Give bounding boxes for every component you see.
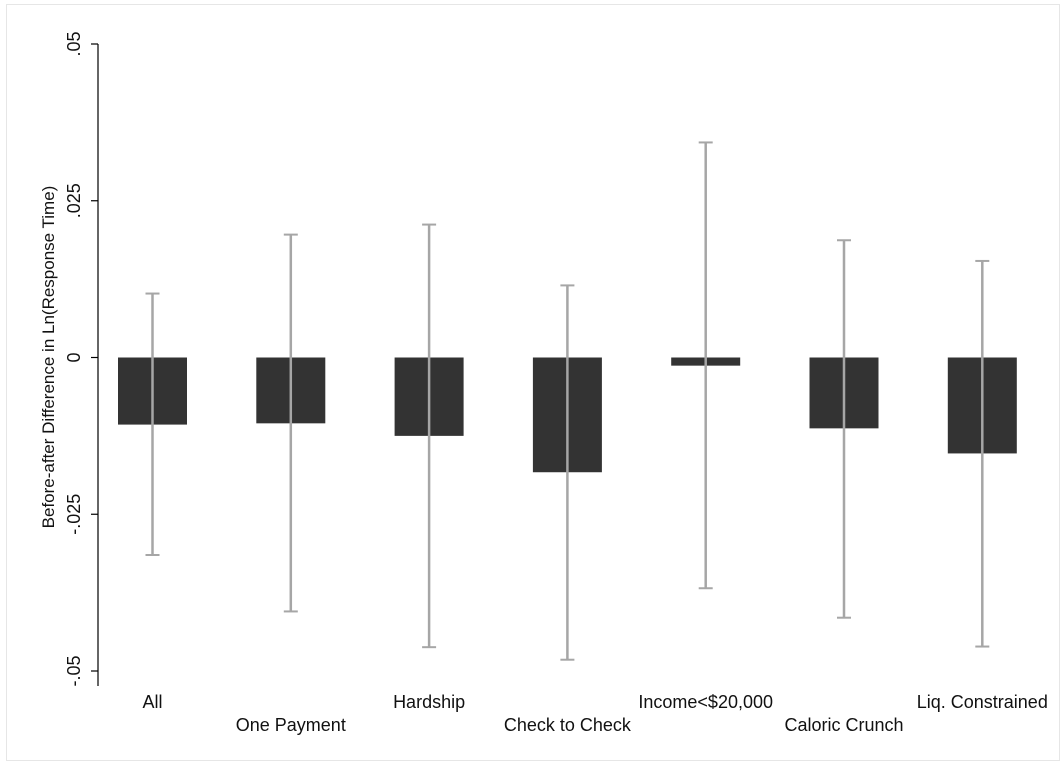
- error-bars-layer: [145, 141, 990, 661]
- y-tick-label-3: -.025: [64, 494, 84, 535]
- x-tick-label-0: All: [142, 692, 162, 712]
- x-tick-label-3: Check to Check: [504, 715, 632, 735]
- x-tick-label-6: Liq. Constrained: [917, 692, 1048, 712]
- x-tick-label-1: One Payment: [236, 715, 346, 735]
- y-ticks-layer: .05 .025 0 -.025 -.05: [64, 31, 98, 687]
- bars-layer: [118, 357, 1017, 473]
- y-tick-label-4: -.05: [64, 655, 84, 686]
- x-tick-label-4: Income<$20,000: [638, 692, 773, 712]
- x-labels-layer: All One Payment Hardship Check to Check Inco…: [142, 692, 1047, 735]
- x-tick-label-5: Caloric Crunch: [784, 715, 903, 735]
- y-tick-label-0: .05: [64, 31, 84, 56]
- y-axis-title: Before-after Difference in Ln(Response T…: [39, 186, 58, 529]
- y-tick-label-2: 0: [64, 352, 84, 362]
- y-tick-label-1: .025: [64, 183, 84, 218]
- x-tick-label-2: Hardship: [393, 692, 465, 712]
